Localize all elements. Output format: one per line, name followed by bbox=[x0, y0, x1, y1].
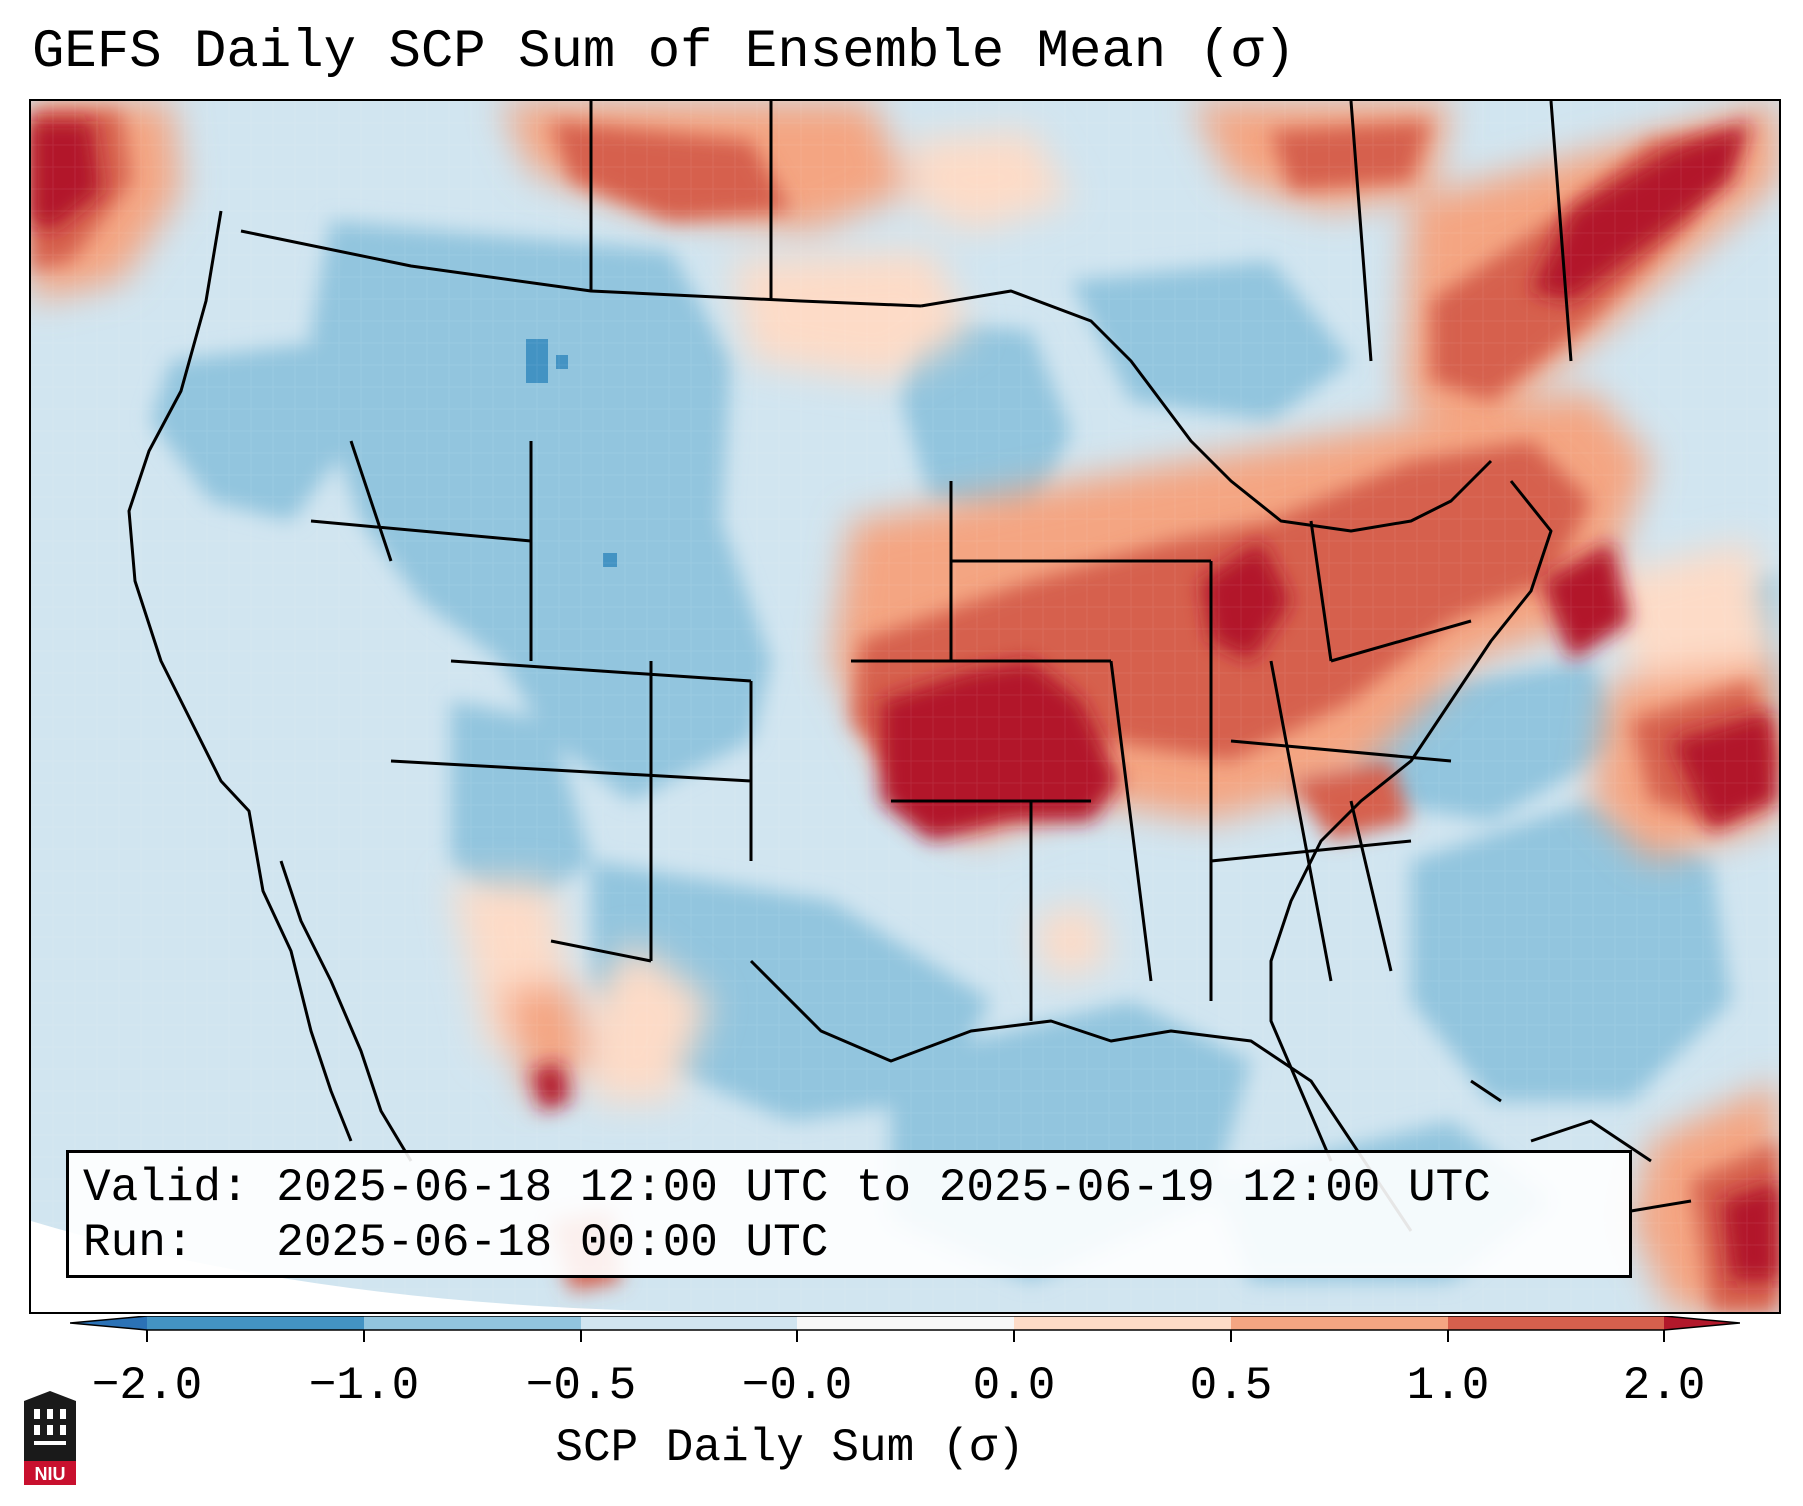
coastlines-and-borders bbox=[127, 101, 1692, 1232]
tick-label-2-0: 2.0 bbox=[1622, 1360, 1706, 1412]
run-line: Run: 2025-06-18 00:00 UTC bbox=[83, 1217, 829, 1269]
tick-label-1-0: 1.0 bbox=[1406, 1360, 1490, 1412]
chart-title: GEFS Daily SCP Sum of Ensemble Mean (σ) bbox=[32, 22, 1296, 83]
colorbar-bin-2 bbox=[364, 1316, 581, 1330]
canada-provinces bbox=[589, 101, 1573, 362]
colorbar-tick-marks bbox=[146, 1330, 1665, 1342]
logo-text: NIU bbox=[35, 1464, 66, 1484]
atlantic-coast bbox=[1269, 480, 1553, 1162]
baja-peninsula bbox=[279, 860, 413, 1162]
map-panel bbox=[29, 99, 1781, 1314]
valid-time-box: Valid: 2025-06-18 12:00 UTC to 2025-06-1… bbox=[66, 1150, 1632, 1278]
grid-texture bbox=[31, 101, 1779, 1312]
colorbar-lower-extension bbox=[70, 1316, 147, 1330]
colorbar-bin-1 bbox=[147, 1316, 364, 1330]
colorbar-bin-4 bbox=[797, 1316, 1014, 1330]
colorbar-bin-3 bbox=[581, 1316, 797, 1330]
tick-label-neg-0-5: −0.5 bbox=[525, 1360, 637, 1412]
map-canvas bbox=[31, 101, 1779, 1312]
colorbar-bin-6 bbox=[1231, 1316, 1448, 1330]
tick-label-neg-2: −2.0 bbox=[91, 1360, 203, 1412]
colorbar-bin-5 bbox=[1014, 1316, 1231, 1330]
tick-label-neg-1: −1.0 bbox=[308, 1360, 420, 1412]
niu-logo: NIU bbox=[24, 1391, 76, 1485]
west-coast bbox=[127, 210, 353, 1142]
valid-line: Valid: 2025-06-18 12:00 UTC to 2025-06-1… bbox=[83, 1162, 1491, 1214]
colorbar bbox=[70, 1316, 1740, 1342]
state-lines-east bbox=[1210, 520, 1472, 972]
state-lines-central bbox=[851, 481, 1333, 1021]
colorbar-bin-7 bbox=[1448, 1316, 1664, 1330]
state-lines-west bbox=[310, 440, 753, 963]
great-lakes-region bbox=[920, 289, 1493, 533]
tick-label-0-5: 0.5 bbox=[1189, 1360, 1273, 1412]
colorbar-upper-extension bbox=[1664, 1316, 1740, 1330]
tick-label-0-0: 0.0 bbox=[972, 1360, 1056, 1412]
tick-label-neg-0-0: −0.0 bbox=[741, 1360, 853, 1412]
caribbean-islands bbox=[1470, 1079, 1692, 1213]
colorbar-label: SCP Daily Sum (σ) bbox=[555, 1422, 1025, 1474]
